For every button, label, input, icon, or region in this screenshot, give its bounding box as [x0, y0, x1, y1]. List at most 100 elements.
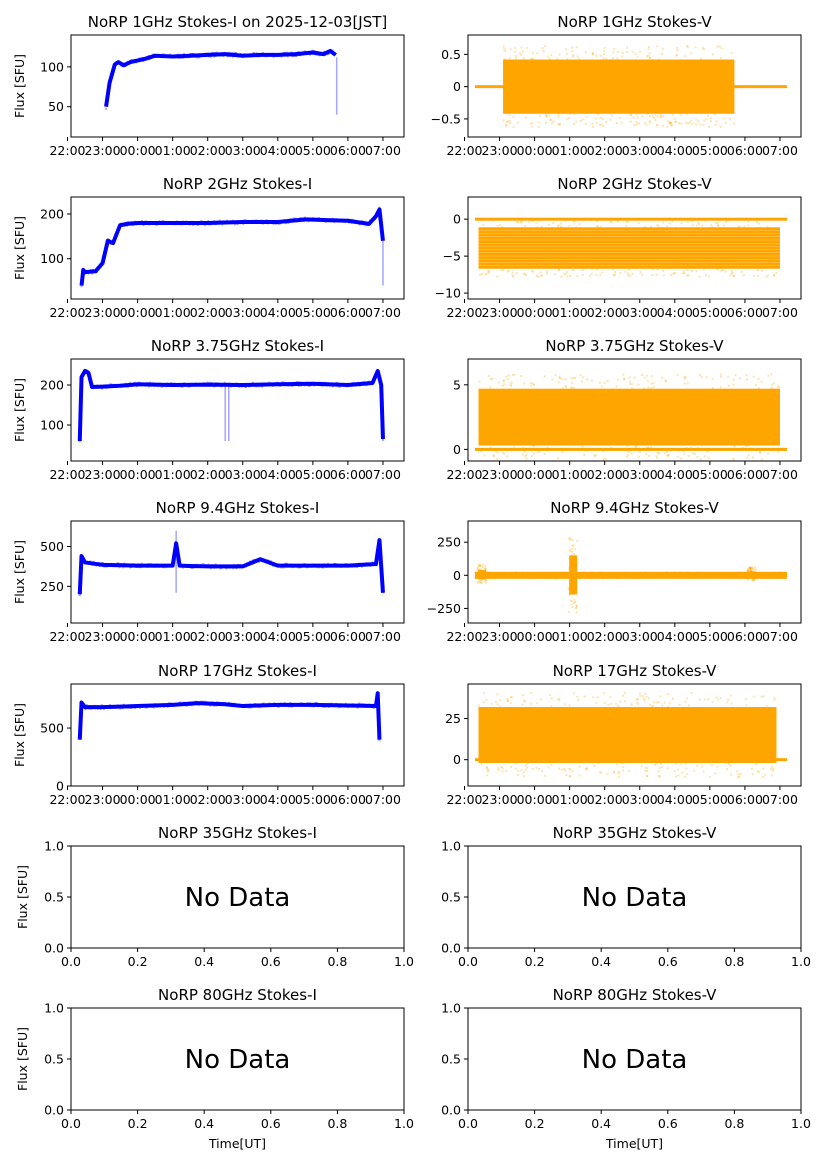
data-point — [493, 455, 496, 458]
data-point — [781, 576, 784, 579]
x-tick-label: 23:00 — [482, 143, 518, 158]
data-point — [727, 375, 730, 378]
data-point — [485, 698, 488, 701]
data-point — [729, 118, 732, 121]
data-point — [595, 268, 598, 271]
data-point — [497, 767, 500, 770]
data-point — [733, 571, 736, 574]
zero-baseline — [475, 758, 787, 762]
data-point — [675, 54, 678, 57]
data-point — [767, 572, 770, 575]
data-point — [533, 572, 536, 575]
x-tick-label: 22:00 — [446, 143, 482, 158]
data-point — [634, 446, 637, 449]
data-point — [564, 385, 567, 388]
data-point — [568, 768, 571, 771]
data-point — [492, 576, 495, 579]
data-point — [486, 572, 489, 575]
data-point — [755, 763, 758, 766]
data-point — [553, 273, 556, 276]
data-point — [512, 126, 515, 129]
data-point — [666, 454, 669, 457]
data-point — [488, 571, 491, 574]
x-tick-label: 05:00 — [295, 629, 331, 644]
x-tick-label: 00:00 — [517, 467, 553, 482]
data-point — [594, 117, 597, 120]
data-point — [540, 225, 543, 228]
data-point — [777, 385, 780, 388]
data-point — [536, 577, 539, 580]
x-axis-label: Time[UT] — [605, 1136, 663, 1151]
data-point — [566, 571, 569, 574]
data-point — [588, 576, 591, 579]
data-point — [558, 767, 561, 770]
x-tick-label: 0.6 — [658, 954, 678, 969]
data-point — [621, 572, 624, 575]
data-point — [702, 770, 705, 773]
data-point — [635, 576, 638, 579]
x-tick-label: 01:00 — [155, 305, 191, 320]
data-point — [487, 576, 490, 579]
subplot-title: NoRP 80GHz Stokes-V — [553, 986, 718, 1004]
data-point — [595, 701, 598, 704]
data-point — [778, 571, 781, 574]
data-point — [546, 114, 549, 117]
data-point — [752, 375, 755, 378]
data-point — [544, 122, 547, 125]
data-point — [557, 113, 560, 116]
data-point — [720, 376, 723, 379]
data-point — [534, 576, 537, 579]
data-point — [675, 226, 678, 229]
data-point — [557, 123, 560, 126]
data-point — [772, 382, 775, 385]
data-point — [490, 572, 493, 575]
data-point — [603, 53, 606, 56]
data-point — [617, 775, 620, 778]
data-point — [606, 572, 609, 575]
data-point — [595, 54, 598, 57]
burst-point — [568, 611, 571, 614]
data-point — [661, 376, 664, 379]
data-point — [501, 766, 504, 769]
stokes-v-level — [478, 259, 780, 263]
axes-frame — [70, 358, 405, 462]
data-point — [725, 221, 728, 224]
data-point — [613, 48, 616, 51]
x-tick-label: 02:00 — [587, 467, 623, 482]
data-point — [612, 57, 615, 60]
x-tick-label: 03:00 — [225, 629, 261, 644]
axes-frame — [467, 358, 802, 462]
x-tick-label: 00:00 — [517, 143, 553, 158]
data-point — [563, 273, 566, 276]
data-point — [779, 571, 782, 574]
burst-point — [749, 567, 752, 570]
data-point — [513, 576, 516, 579]
data-point — [622, 766, 625, 769]
data-point — [739, 772, 742, 775]
data-point — [498, 224, 501, 227]
subplot-5: NoRP 3.75GHz Stokes-V 22:00 23:00 00:00 01:0… — [446, 337, 802, 482]
y-tick-label: 1.0 — [44, 1001, 64, 1016]
x-tick-label: 05:00 — [295, 143, 331, 158]
subplot-title: NoRP 2GHz Stokes-I — [163, 175, 312, 193]
data-point — [585, 767, 588, 770]
data-point — [701, 576, 704, 579]
data-point — [777, 386, 780, 389]
data-point — [488, 270, 491, 273]
data-point — [737, 226, 740, 229]
data-point — [773, 696, 776, 699]
x-tick-label: 04:00 — [657, 629, 693, 644]
data-point — [621, 51, 624, 54]
data-point — [565, 270, 568, 273]
data-point — [621, 121, 624, 124]
data-point — [545, 572, 548, 575]
data-point — [599, 116, 602, 119]
data-point — [575, 120, 578, 123]
subplot-title: NoRP 3.75GHz Stokes-V — [545, 337, 724, 355]
x-tick-label: 0.8 — [327, 954, 347, 969]
data-point — [651, 705, 654, 708]
x-tick-label: 1.0 — [791, 1116, 811, 1131]
stokes-v-level — [478, 246, 780, 250]
data-point — [656, 268, 659, 271]
data-point — [759, 452, 762, 455]
